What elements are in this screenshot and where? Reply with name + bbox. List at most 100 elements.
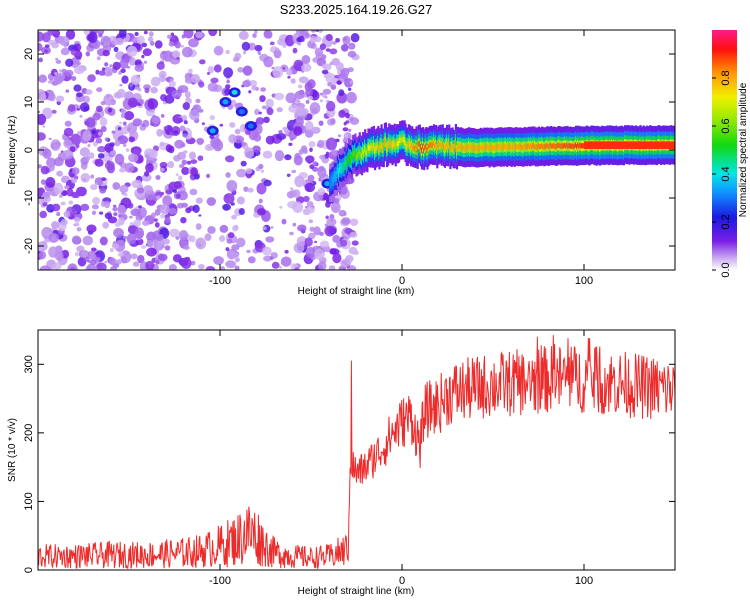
heatmap-noise-blob	[341, 67, 350, 77]
heatmap-noise-blob	[111, 243, 120, 249]
heatmap-noise-blob	[213, 256, 225, 265]
heatmap-noise-blob	[334, 75, 339, 79]
colorbar-tick-label: 0.0	[720, 262, 732, 277]
heatmap-noise-blob	[224, 88, 231, 96]
heatmap-noise-blob	[123, 111, 135, 121]
heatmap-noise-blob	[38, 57, 43, 63]
heatmap-noise-blob	[321, 64, 327, 69]
heatmap-noise-blob	[38, 132, 46, 141]
heatmap-ridge-layer	[329, 120, 675, 203]
heatmap-noise-blob	[234, 128, 241, 135]
heatmap-noise-blob	[114, 139, 121, 147]
heatmap-noise-blob	[305, 88, 313, 97]
heatmap-noise-blob	[301, 63, 312, 72]
heatmap-noise-blob	[167, 160, 175, 169]
heatmap-noise-blob	[143, 60, 148, 64]
heatmap-noise-blob	[71, 76, 77, 81]
heatmap-noise-blob	[271, 261, 280, 269]
heatmap-noise-blob	[56, 170, 63, 177]
heatmap-noise-blob	[160, 244, 165, 249]
heatmap-noise-blob	[266, 107, 274, 116]
heatmap-noise-blob	[100, 35, 112, 48]
heatmap-noise-blob	[180, 217, 187, 224]
heatmap-noise-blob	[349, 80, 354, 84]
heatmap-noise-blob	[65, 30, 76, 40]
heatmap-noise-blob	[351, 240, 359, 246]
heatmap-noise-blob	[291, 169, 297, 174]
heatmap-ridge-cell	[523, 143, 526, 149]
heatmap-noise-blob	[317, 187, 326, 196]
heatmap-noise-blob	[42, 148, 52, 159]
heatmap-noise-blob	[69, 146, 76, 153]
heatmap-noise-blob	[59, 194, 63, 198]
heatmap-noise-blob	[156, 128, 163, 137]
heatmap-noise-blob	[309, 102, 321, 115]
heatmap-noise-blob	[132, 261, 140, 267]
heatmap-noise-blob	[51, 221, 60, 229]
heatmap-noise-blob	[71, 235, 81, 245]
heatmap-noise-blob	[113, 212, 118, 217]
heatmap-noise-blob	[319, 99, 323, 103]
heatmap-noise-blob	[207, 66, 215, 74]
heatmap-noise-blob	[337, 134, 342, 138]
heatmap-noise-blob	[234, 103, 240, 107]
heatmap-noise-blob	[237, 67, 245, 73]
heatmap-noise-blob	[60, 201, 66, 206]
heatmap-noise-blob	[324, 225, 336, 237]
heatmap-noise-blob	[164, 245, 171, 251]
heatmap-noise-blob	[289, 231, 294, 236]
heatmap-noise-blob	[100, 125, 107, 133]
heatmap-noise-blob	[121, 75, 129, 84]
heatmap-noise-blob	[51, 203, 61, 212]
heatmap-noise-blob	[225, 172, 231, 178]
heatmap-noise-blob	[175, 173, 179, 176]
heatmap-noise-blob	[102, 66, 113, 77]
heatmap-noise-blob	[94, 158, 104, 167]
heatmap-noise-blob	[238, 30, 249, 40]
heatmap-noise-blob	[207, 82, 218, 92]
heatmap-noise-blob	[225, 155, 235, 163]
heatmap-noise-blob	[277, 38, 286, 46]
heatmap-noise-blob	[96, 56, 101, 61]
heatmap-noise-blob	[183, 150, 188, 154]
heatmap-noise-blob	[223, 193, 235, 204]
heatmap-noise-blob	[225, 84, 231, 89]
heatmap-noise-blob	[269, 41, 275, 46]
heatmap-noise-blob	[251, 85, 258, 91]
heatmap-noise-blob	[292, 222, 297, 227]
heatmap-noise-blob	[141, 173, 152, 182]
heatmap-noise-blob	[52, 262, 62, 270]
heatmap-noise-blob	[330, 84, 337, 90]
heatmap-noise-blob	[190, 159, 198, 165]
heatmap-y-axis-label: Frequency (Hz)	[7, 116, 18, 185]
heatmap-noise-blob	[80, 173, 91, 183]
heatmap-noise-blob	[155, 233, 164, 241]
heatmap-noise-blob	[282, 126, 287, 131]
heatmap-noise-blob	[195, 197, 203, 204]
heatmap-noise-blob	[165, 189, 173, 195]
heatmap-noise-blob	[272, 66, 284, 79]
heatmap-noise-blob	[65, 58, 74, 67]
heatmap-noise-blob	[340, 186, 348, 195]
snr-series-line	[38, 335, 675, 569]
heatmap-noise-blob	[74, 211, 78, 214]
heatmap-noise-blob	[99, 236, 108, 246]
heatmap-noise-blob	[344, 133, 348, 138]
heatmap-noise-blob	[189, 151, 196, 160]
heatmap-noise-blob	[150, 86, 158, 94]
heatmap-noise-blob	[309, 35, 317, 44]
heatmap-noise-blob	[173, 130, 179, 135]
heatmap-noise-blob	[106, 160, 111, 165]
heatmap-noise-blob	[209, 135, 215, 139]
heatmap-noise-blob	[252, 33, 257, 38]
heatmap-noise-blob	[340, 239, 348, 247]
heatmap-noise-blob	[190, 260, 196, 266]
heatmap-noise-blob	[172, 189, 177, 193]
heatmap-noise-blob	[241, 141, 247, 147]
heatmap-noise-blob	[136, 187, 145, 194]
heatmap-noise-blob	[113, 46, 119, 53]
heatmap-noise-blob	[123, 121, 127, 126]
heatmap-noise-blob	[111, 130, 116, 134]
heatmap-noise-blob	[331, 149, 338, 156]
